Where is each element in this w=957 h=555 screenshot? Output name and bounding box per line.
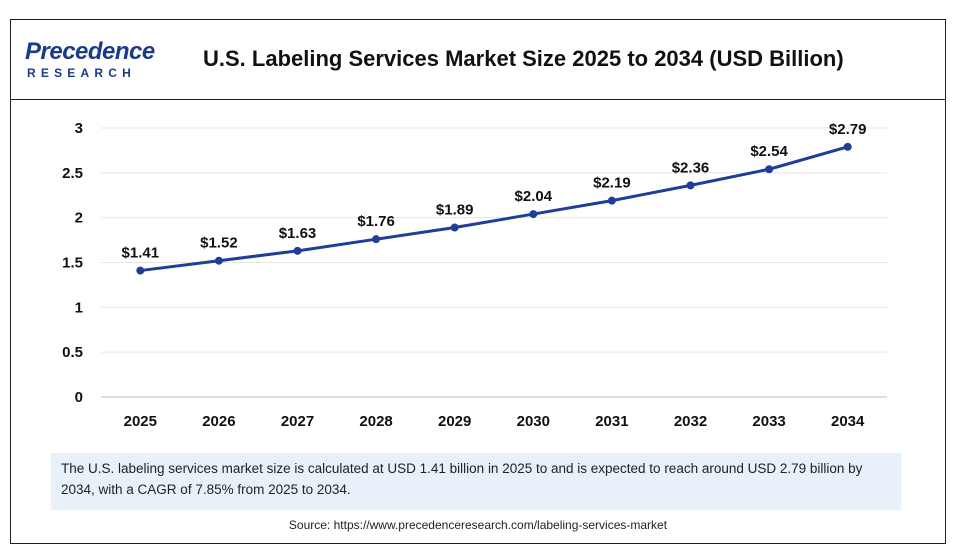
y-tick-label: 2 [75,210,83,227]
precedence-research-logo: Precedence RESEARCH [25,38,165,82]
data-label: $2.04 [515,188,553,205]
data-point [843,142,852,151]
data-point [214,256,223,265]
data-label: $1.63 [279,225,317,242]
data-label: $2.54 [750,143,788,160]
chart-title: U.S. Labeling Services Market Size 2025 … [203,46,844,71]
x-tick-label: 2027 [281,413,314,430]
line-chart: 0 0.5 1 1.5 2 2.5 3 2025 2026 2027 2028 2029 2030 203… [62,120,887,430]
source-citation: Source: https://www.precedenceresearch.c… [288,518,668,532]
y-tick-label: 1 [75,299,83,316]
data-label: $2.79 [829,121,867,138]
y-tick-label: 0 [75,389,83,406]
x-tick-label: 2032 [674,413,707,430]
data-point [372,235,381,244]
data-point [607,196,616,205]
logo-subtitle: RESEARCH [27,66,136,80]
axes: 0 0.5 1 1.5 2 2.5 3 2025 2026 2027 2028 2029 2030 203… [62,120,887,430]
x-tick-label: 2029 [438,413,471,430]
gridlines [101,127,887,353]
y-tick-label: 3 [75,120,83,137]
data-points [136,142,852,275]
data-labels: $1.41 $1.52 $1.63 $1.76 $1.89 $2.04 $2.19 $2.36… [122,121,867,262]
data-label: $1.89 [436,202,474,219]
data-label: $1.76 [357,213,395,230]
y-tick-label: 0.5 [62,344,83,361]
data-label: $2.19 [593,175,631,192]
series-line [140,145,849,273]
market-summary-caption: The U.S. labeling services market size i… [51,453,901,510]
series-line-path [140,145,849,273]
header: Precedence RESEARCH U.S. Labeling Servic… [11,20,945,100]
data-label: $2.36 [672,159,710,176]
data-point [293,246,302,255]
x-tick-label: 2030 [517,413,550,430]
x-tick-label: 2033 [752,413,785,430]
data-label: $1.41 [122,245,160,262]
data-label: $1.52 [200,235,238,252]
data-point [686,181,695,190]
logo-wordmark: Precedence [25,38,155,65]
y-tick-label: 1.5 [62,255,83,272]
x-tick-label: 2028 [359,413,392,430]
data-point [765,165,774,174]
y-tick-label: 2.5 [62,165,83,182]
x-tick-label: 2025 [124,413,157,430]
x-tick-label: 2026 [202,413,235,430]
data-point [529,210,538,219]
x-tick-label: 2031 [595,413,628,430]
data-point [450,223,459,232]
x-tick-label: 2034 [831,413,865,430]
data-point [136,266,145,275]
chart-frame: Precedence RESEARCH U.S. Labeling Servic… [10,19,946,544]
